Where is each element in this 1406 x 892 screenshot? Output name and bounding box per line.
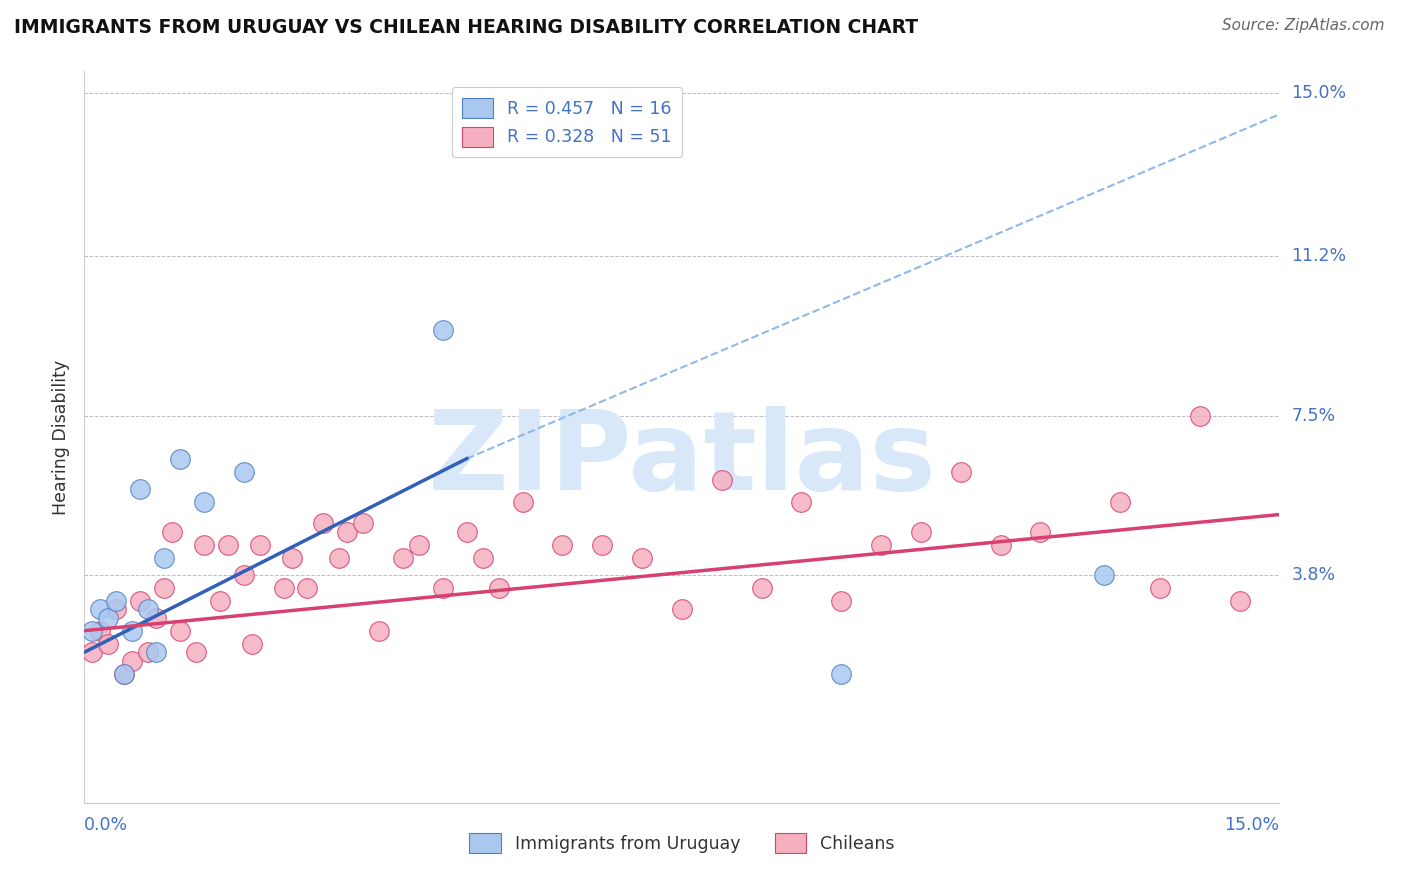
Text: 3.8%: 3.8% [1292, 566, 1336, 583]
Point [328, 550, 350, 565]
Point [830, 593, 852, 607]
Point [1229, 593, 1251, 607]
Text: 7.5%: 7.5% [1292, 407, 1336, 425]
Point [112, 666, 135, 681]
Point [160, 524, 183, 539]
Point [1188, 409, 1211, 423]
Point [145, 645, 167, 659]
Point [990, 538, 1012, 552]
Point [910, 524, 932, 539]
Text: Source: ZipAtlas.com: Source: ZipAtlas.com [1222, 18, 1385, 33]
Point [352, 516, 374, 530]
Point [208, 593, 231, 607]
Point [1092, 567, 1115, 582]
Point [249, 538, 271, 552]
Point [129, 482, 152, 496]
Point [232, 465, 254, 479]
Point [1109, 494, 1132, 508]
Point [169, 624, 191, 638]
Point [432, 322, 454, 336]
Point [240, 637, 263, 651]
Point [105, 602, 128, 616]
Point [153, 550, 176, 565]
Text: IMMIGRANTS FROM URUGUAY VS CHILEAN HEARING DISABILITY CORRELATION CHART: IMMIGRANTS FROM URUGUAY VS CHILEAN HEARI… [14, 18, 918, 37]
Point [551, 538, 574, 552]
Point [193, 494, 215, 508]
Point [232, 567, 254, 582]
Point [336, 524, 359, 539]
Point [432, 581, 454, 595]
Point [671, 602, 693, 616]
Point [153, 581, 176, 595]
Point [297, 581, 319, 595]
Point [97, 637, 120, 651]
Text: 15.0%: 15.0% [1225, 815, 1279, 834]
Point [591, 538, 613, 552]
Point [949, 465, 972, 479]
Point [82, 624, 104, 638]
Point [471, 550, 494, 565]
Legend: Immigrants from Uruguay, Chileans: Immigrants from Uruguay, Chileans [463, 826, 901, 860]
Point [280, 550, 302, 565]
Point [145, 611, 167, 625]
Point [456, 524, 478, 539]
Point [830, 666, 852, 681]
Text: ZIPatlas: ZIPatlas [427, 406, 936, 513]
Text: 15.0%: 15.0% [1292, 84, 1347, 102]
Point [89, 602, 111, 616]
Point [136, 645, 159, 659]
Y-axis label: Hearing Disability: Hearing Disability [52, 359, 70, 515]
Point [1029, 524, 1052, 539]
Point [408, 538, 430, 552]
Point [710, 473, 733, 487]
Point [89, 624, 111, 638]
Point [870, 538, 893, 552]
Point [790, 494, 813, 508]
Point [631, 550, 654, 565]
Point [368, 624, 391, 638]
Point [1149, 581, 1171, 595]
Point [512, 494, 534, 508]
Point [488, 581, 510, 595]
Point [121, 654, 143, 668]
Point [97, 611, 120, 625]
Point [129, 593, 152, 607]
Text: 0.0%: 0.0% [84, 815, 128, 834]
Point [184, 645, 207, 659]
Point [169, 451, 191, 466]
Point [121, 624, 143, 638]
Point [82, 645, 104, 659]
Point [392, 550, 415, 565]
Point [312, 516, 335, 530]
Point [217, 538, 239, 552]
Point [273, 581, 295, 595]
Point [136, 602, 159, 616]
Point [112, 666, 135, 681]
Text: 11.2%: 11.2% [1292, 247, 1347, 266]
Point [193, 538, 215, 552]
Point [751, 581, 773, 595]
Point [105, 593, 128, 607]
